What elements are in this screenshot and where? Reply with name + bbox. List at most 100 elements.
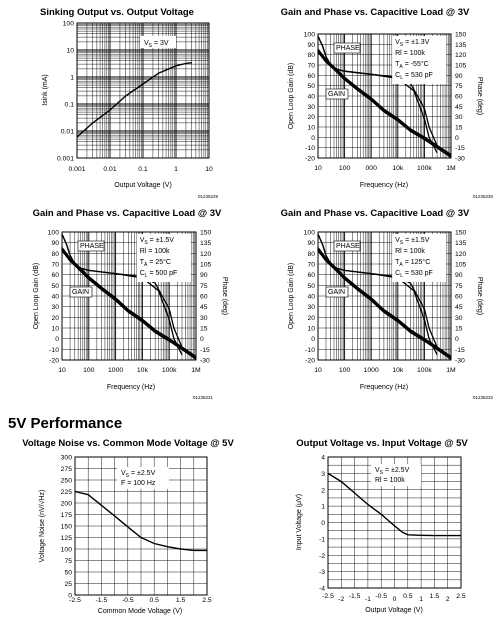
x-tick-label: 10k: [392, 165, 404, 172]
y2-tick-label: -15: [200, 347, 210, 354]
x-tick-label: 0.01: [103, 166, 116, 173]
y2-tick-label: -30: [455, 358, 465, 365]
y2-tick-label: 75: [455, 283, 463, 290]
x-tick-label: 1000: [364, 367, 379, 374]
y-tick-label: 20: [51, 315, 59, 322]
y-axis-label: Open Loop Gain (dB): [33, 263, 40, 330]
phase-label-box: [333, 42, 361, 54]
y-tick-label: 50: [307, 283, 315, 290]
y2-tick-label: -30: [200, 358, 210, 365]
y-tick-label: 100: [304, 32, 316, 39]
y-tick-label: 90: [307, 42, 315, 49]
y-tick-label: 80: [51, 251, 59, 258]
x-tick-label: 2: [446, 596, 450, 603]
y-tick-label: 10: [66, 48, 74, 55]
y2-tick-label: 45: [200, 304, 208, 311]
y-tick-label: -1: [319, 536, 325, 543]
y2-tick-label: -15: [455, 145, 465, 152]
y-tick-label: 100: [63, 21, 75, 28]
y2-tick-label: 75: [200, 283, 208, 290]
plot-frame: [317, 231, 452, 361]
y-tick-label: 150: [61, 524, 73, 531]
y-tick-label: 40: [51, 294, 59, 301]
figure-code: 01235230: [473, 194, 494, 199]
gain-curve: [317, 51, 452, 158]
y-tick-label: 30: [307, 104, 315, 111]
annotation-text: VS = ±1.3V: [395, 39, 430, 48]
x-tick-label: -1: [365, 596, 371, 603]
series-line: [74, 490, 207, 552]
y2-tick-label: -30: [455, 156, 465, 163]
y-tick-label: 0.001: [57, 156, 74, 163]
x-axis-label: Frequency (Hz): [107, 384, 155, 391]
y-tick-label: 70: [307, 63, 315, 70]
y2-tick-label: 15: [455, 125, 463, 132]
x-tick-label: 1M: [191, 367, 201, 374]
y-tick-label: -2: [319, 553, 325, 560]
y2-tick-label: 105: [455, 63, 467, 70]
x-tick-label: -2: [338, 596, 344, 603]
x-tick-label: 1.5: [430, 593, 440, 600]
y2-tick-label: 150: [200, 230, 212, 237]
x-tick-label: 10k: [392, 367, 404, 374]
x-tick-label: 2.5: [456, 593, 466, 600]
y-tick-label: 40: [307, 294, 315, 301]
y2-tick-label: 90: [200, 272, 208, 279]
y2-tick-label: 30: [200, 315, 208, 322]
x-tick-label: 1.5: [176, 597, 186, 604]
x-tick-label: 0.1: [138, 166, 148, 173]
y-tick-label: 60: [307, 73, 315, 80]
x-axis-label: Common Mode Voltage (V): [98, 608, 182, 615]
chart-title: Gain and Phase vs. Capacitive Load @ 3V: [281, 208, 470, 219]
figure-code: 01235231: [193, 395, 214, 400]
y2-tick-label: 90: [455, 73, 463, 80]
x-tick-label: 0.001: [68, 166, 85, 173]
phase-label: PHASE: [336, 243, 360, 250]
x-axis-label: Frequency (Hz): [360, 384, 408, 391]
plot-frame: [317, 33, 452, 159]
y2-tick-label: 0: [455, 135, 459, 142]
phase-curve: [61, 233, 183, 355]
x-tick-label: 0: [393, 596, 397, 603]
chart-gain-phase-3: Gain and Phase vs. Capacitive Load @ 3V 1…: [281, 208, 494, 400]
chart-gain-phase-2: Gain and Phase vs. Capacitive Load @ 3V 1…: [33, 208, 228, 400]
y-tick-label: -10: [305, 145, 315, 152]
y-tick-label: 4: [321, 455, 325, 462]
x-tick-label: 100k: [417, 165, 432, 172]
y-tick-label: 20: [307, 315, 315, 322]
chart-sinking-output: Sinking Output vs. Output Voltage 0.001 0.…: [40, 7, 218, 199]
y2-tick-label: 105: [200, 262, 212, 269]
annotation-box: [117, 467, 169, 489]
y-axis-label: Open Loop Gain (dB): [288, 63, 295, 130]
y-tick-label: 3: [321, 471, 325, 478]
y2-tick-label: 0: [200, 336, 204, 343]
annotation-text: Rl = 100k: [395, 50, 425, 57]
y2-tick-label: 120: [455, 52, 467, 59]
y-tick-label: -4: [319, 586, 325, 593]
y-tick-label: 0: [68, 593, 72, 600]
y2-tick-label: 120: [455, 251, 467, 258]
chart-title: Sinking Output vs. Output Voltage: [40, 7, 194, 18]
plot-frame: [61, 231, 197, 361]
y2-tick-label: 150: [455, 32, 467, 39]
plot-frame: [76, 22, 210, 159]
series-line: [76, 62, 192, 138]
x-tick-label: 1M: [446, 165, 456, 172]
y2-tick-label: 135: [455, 42, 467, 49]
y-tick-label: -10: [49, 347, 59, 354]
figure-code: 01235232: [473, 395, 494, 400]
y-tick-label: -3: [319, 569, 325, 576]
annotation-box: [371, 464, 421, 486]
y-tick-label: 100: [304, 230, 316, 237]
gain-curve: [317, 247, 452, 358]
y-tick-label: 30: [51, 304, 59, 311]
y-tick-label: 20: [307, 114, 315, 121]
annotation-box: [392, 234, 446, 282]
y-tick-label: 275: [61, 466, 73, 473]
x-tick-label: 10: [58, 367, 66, 374]
y2-axis-label: Phase (deg): [476, 277, 483, 315]
series-line: [327, 472, 461, 537]
x-tick-label: -2.5: [322, 593, 334, 600]
phase-label-box: [333, 240, 361, 252]
y2-tick-label: 120: [200, 251, 212, 258]
